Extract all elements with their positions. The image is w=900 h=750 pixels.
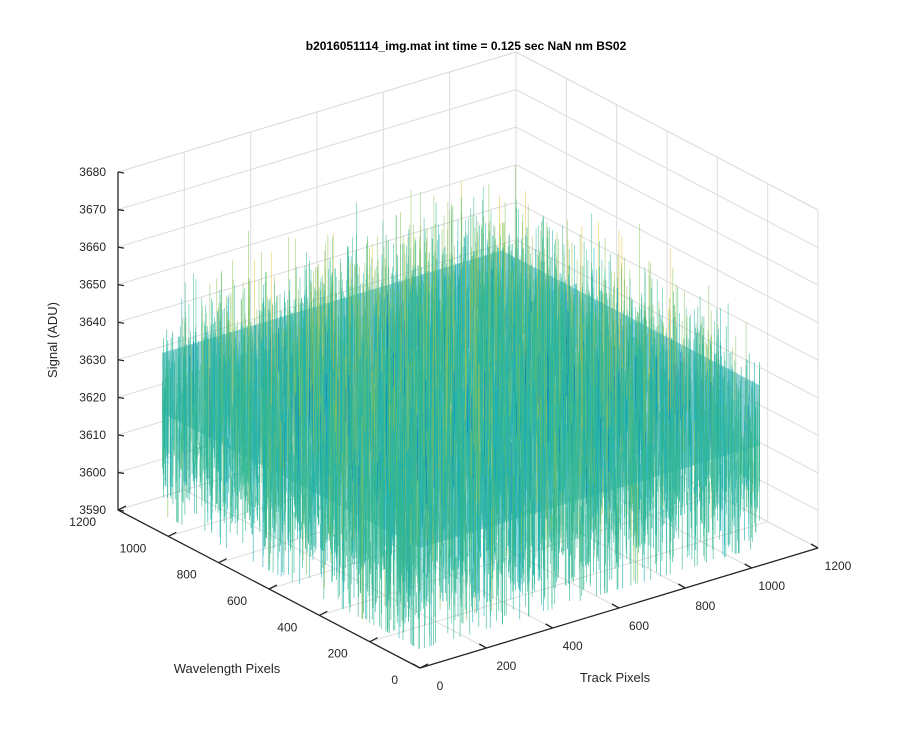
grid-line xyxy=(515,126,819,286)
surface xyxy=(161,165,760,649)
grid-line xyxy=(515,89,819,248)
box-edge xyxy=(515,51,819,211)
box-edge xyxy=(117,51,517,173)
grid-line xyxy=(117,89,517,211)
grid-line xyxy=(515,201,819,361)
grid-line xyxy=(515,164,819,324)
chart-title: b2016051114_img.mat int time = 0.125 sec… xyxy=(306,39,627,53)
grid-line xyxy=(117,164,517,286)
grid-line xyxy=(515,239,819,399)
grid-line xyxy=(117,126,517,248)
